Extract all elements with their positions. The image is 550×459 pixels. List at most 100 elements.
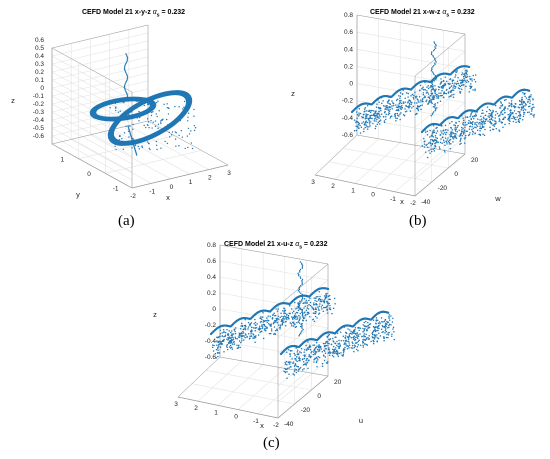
data-point: [430, 95, 432, 97]
data-point: [142, 101, 143, 102]
data-point: [333, 356, 335, 358]
data-point: [385, 324, 387, 326]
data-point: [333, 341, 335, 343]
data-point: [378, 328, 380, 330]
data-point: [440, 130, 442, 132]
data-point: [404, 98, 406, 100]
data-point: [180, 120, 181, 121]
data-point: [315, 309, 317, 311]
data-point: [178, 106, 179, 107]
z-axis-label: z: [291, 89, 295, 98]
data-point: [465, 76, 467, 78]
data-point: [437, 102, 439, 104]
data-point: [277, 316, 279, 318]
data-point: [316, 357, 318, 359]
data-point: [302, 313, 303, 314]
data-point: [355, 345, 357, 347]
data-point: [381, 113, 383, 115]
y-tick-label: 1: [61, 156, 65, 163]
data-point: [454, 136, 456, 138]
data-point: [132, 129, 133, 130]
data-point: [390, 324, 392, 326]
data-point: [124, 70, 125, 71]
x-tick-label: 2: [331, 183, 335, 190]
data-point: [429, 98, 431, 100]
data-point: [220, 346, 222, 348]
data-point: [302, 311, 303, 312]
data-point: [371, 110, 373, 112]
data-point: [445, 140, 447, 142]
data-point: [433, 89, 434, 90]
data-point: [487, 115, 489, 117]
data-point: [295, 359, 297, 361]
data-point: [405, 101, 407, 103]
data-point: [472, 133, 474, 135]
data-point: [351, 333, 353, 335]
data-point: [249, 336, 251, 338]
data-point: [326, 293, 328, 295]
data-point: [475, 115, 477, 117]
data-point: [427, 85, 429, 87]
data-point: [124, 86, 125, 87]
data-point: [491, 119, 493, 121]
data-point: [110, 119, 111, 120]
data-point: [302, 315, 303, 316]
data-point: [372, 123, 374, 125]
data-point: [357, 334, 359, 336]
data-point: [391, 100, 393, 102]
data-point: [357, 337, 359, 339]
data-point: [329, 295, 331, 297]
data-point: [365, 122, 367, 124]
data-point: [358, 344, 360, 346]
data-point: [216, 349, 218, 351]
data-point: [126, 62, 127, 63]
data-point: [262, 326, 264, 328]
data-point: [440, 83, 442, 85]
data-point: [298, 290, 299, 291]
data-point: [149, 148, 150, 149]
data-point: [464, 138, 466, 140]
data-point: [491, 114, 493, 116]
data-point: [184, 101, 185, 102]
data-point: [445, 84, 447, 86]
data-point: [388, 317, 390, 319]
data-point: [385, 116, 387, 118]
data-point: [453, 132, 455, 134]
data-point: [251, 329, 253, 331]
data-point: [379, 114, 381, 116]
data-point: [379, 108, 381, 110]
data-point: [453, 89, 455, 91]
data-point: [460, 137, 462, 139]
data-point: [349, 329, 351, 331]
data-point: [465, 135, 467, 137]
data-point: [316, 296, 318, 298]
data-point: [473, 131, 475, 133]
data-point: [399, 100, 401, 102]
wall-grid-line: [220, 341, 328, 360]
data-point: [136, 154, 137, 155]
data-point: [415, 96, 417, 98]
data-point: [432, 86, 433, 87]
data-point: [109, 107, 110, 108]
data-point: [125, 73, 126, 74]
data-point: [504, 124, 506, 126]
data-point: [282, 324, 284, 326]
data-point: [316, 366, 318, 368]
data-point: [194, 125, 195, 126]
data-point: [323, 307, 325, 309]
data-point: [522, 119, 524, 121]
data-point: [136, 117, 137, 118]
data-point: [366, 126, 368, 128]
data-point: [327, 361, 329, 363]
data-point: [269, 333, 271, 335]
data-point: [527, 101, 529, 103]
data-point: [334, 303, 336, 305]
data-point: [431, 83, 432, 84]
data-point: [294, 368, 296, 370]
data-point: [431, 68, 432, 69]
data-point: [265, 326, 267, 328]
data-point: [315, 313, 317, 315]
data-point: [288, 349, 290, 351]
data-point: [370, 341, 372, 343]
data-point: [436, 107, 438, 109]
